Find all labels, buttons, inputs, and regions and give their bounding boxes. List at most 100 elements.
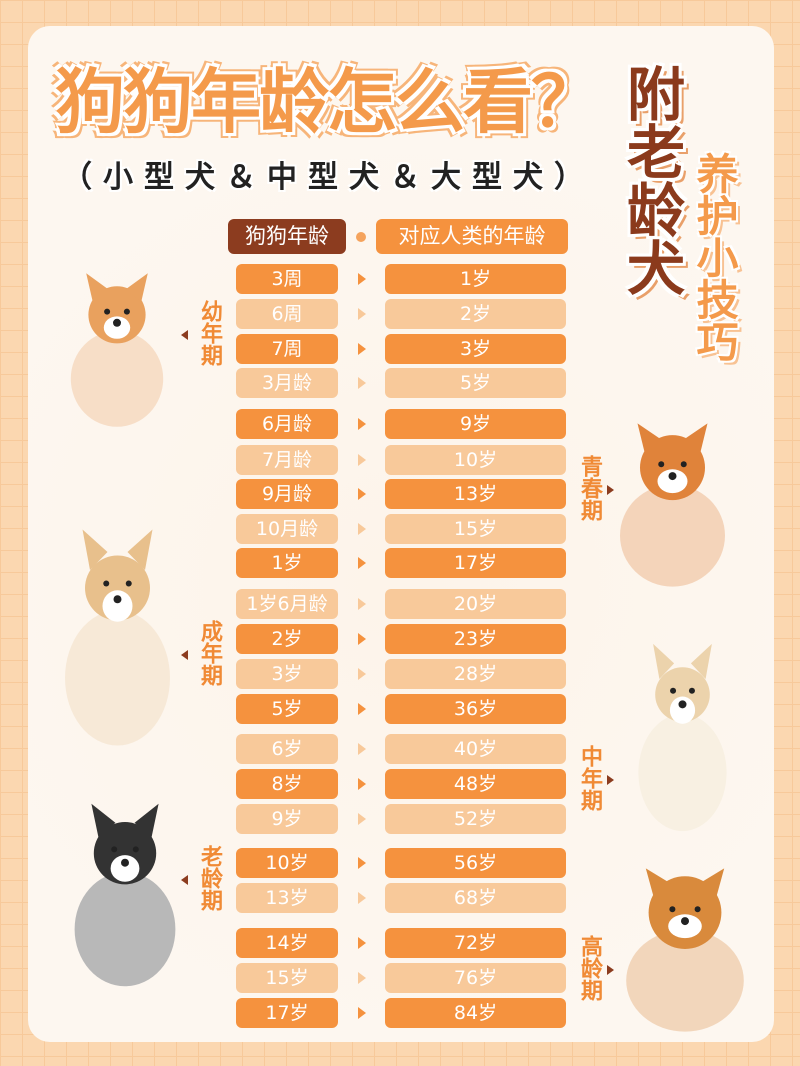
table-row: 3岁 28岁 (236, 659, 566, 689)
dog-age-cell: 9月龄 (236, 479, 338, 509)
stage-label: 幼年期 (197, 300, 222, 366)
arrow-right-icon (358, 377, 366, 389)
header-dog-age: 狗狗年龄 (228, 219, 346, 254)
page-title: 狗狗年龄怎么看？ (55, 61, 601, 143)
stage-label: 青春期 (577, 455, 602, 521)
human-age-cell: 2岁 (385, 299, 566, 329)
arrow-right-icon (358, 703, 366, 715)
stage-label: 中年期 (577, 745, 602, 811)
human-age-cell: 40岁 (385, 734, 566, 764)
human-age-cell: 3岁 (385, 334, 566, 364)
human-age-cell: 76岁 (385, 963, 566, 993)
human-age-cell: 72岁 (385, 928, 566, 958)
dog-age-cell: 17岁 (236, 998, 338, 1028)
dog-age-cell: 7周 (236, 334, 338, 364)
stage-label: 成年期 (197, 620, 222, 686)
arrow-left-icon (181, 330, 188, 340)
side-subtitle: 养护小技巧 (690, 152, 739, 362)
table-row: 6岁 40岁 (236, 734, 566, 764)
arrow-right-icon (358, 308, 366, 320)
dog-age-cell: 1岁 (236, 548, 338, 578)
human-age-cell: 17岁 (385, 548, 566, 578)
human-age-cell: 13岁 (385, 479, 566, 509)
arrow-right-icon (358, 598, 366, 610)
golden-retriever-sitting-dog-image (626, 868, 744, 1032)
arrow-right-icon (358, 743, 366, 755)
arrow-right-icon (358, 857, 366, 869)
human-age-cell: 5岁 (385, 368, 566, 398)
dog-age-cell: 8岁 (236, 769, 338, 799)
table-row: 7月龄 10岁 (236, 445, 566, 475)
table-row: 6周 2岁 (236, 299, 566, 329)
dog-age-cell: 7月龄 (236, 445, 338, 475)
dog-age-cell: 6岁 (236, 734, 338, 764)
arrow-right-icon (358, 668, 366, 680)
arrow-left-icon (181, 650, 188, 660)
side-title: 附老龄犬 (617, 64, 685, 296)
dog-age-cell: 3岁 (236, 659, 338, 689)
arrow-right-icon (358, 523, 366, 535)
corgi-dog-image (620, 423, 725, 587)
arrow-right-icon (607, 485, 614, 495)
table-row: 10岁 56岁 (236, 848, 566, 878)
dog-age-cell: 6月龄 (236, 409, 338, 439)
human-age-cell: 36岁 (385, 694, 566, 724)
human-age-cell: 84岁 (385, 998, 566, 1028)
header-dot (356, 232, 366, 242)
table-row: 8岁 48岁 (236, 769, 566, 799)
border-collie-dog-image (74, 803, 176, 987)
arrow-right-icon (358, 1007, 366, 1019)
human-age-cell: 48岁 (385, 769, 566, 799)
human-age-cell: 20岁 (385, 589, 566, 619)
dog-age-cell: 10岁 (236, 848, 338, 878)
arrow-right-icon (607, 775, 614, 785)
arrow-right-icon (358, 418, 366, 430)
arrow-right-icon (358, 343, 366, 355)
table-row: 9月龄 13岁 (236, 479, 566, 509)
arrow-right-icon (358, 557, 366, 569)
arrow-right-icon (358, 937, 366, 949)
arrow-right-icon (358, 972, 366, 984)
arrow-right-icon (358, 633, 366, 645)
table-row: 14岁 72岁 (236, 928, 566, 958)
arrow-right-icon (358, 454, 366, 466)
dog-age-cell: 3周 (236, 264, 338, 294)
arrow-right-icon (358, 488, 366, 500)
arrow-right-icon (358, 778, 366, 790)
golden-retriever-young-dog-image (65, 529, 170, 746)
table-row: 7周 3岁 (236, 334, 566, 364)
arrow-right-icon (607, 965, 614, 975)
dog-age-cell: 2岁 (236, 624, 338, 654)
human-age-cell: 56岁 (385, 848, 566, 878)
human-age-cell: 10岁 (385, 445, 566, 475)
human-age-cell: 23岁 (385, 624, 566, 654)
human-age-cell: 52岁 (385, 804, 566, 834)
arrow-right-icon (358, 813, 366, 825)
human-age-cell: 1岁 (385, 264, 566, 294)
table-row: 6月龄 9岁 (236, 409, 566, 439)
stage-label: 高龄期 (577, 935, 602, 1001)
table-row: 17岁 84岁 (236, 998, 566, 1028)
table-row: 1岁6月龄 20岁 (236, 589, 566, 619)
table-row: 10月龄 15岁 (236, 514, 566, 544)
dog-age-cell: 15岁 (236, 963, 338, 993)
table-row: 5岁 36岁 (236, 694, 566, 724)
golden-retriever-dog-image (638, 643, 727, 832)
page-subtitle: （小型犬＆中型犬＆大型犬） (62, 160, 595, 195)
table-row: 13岁 68岁 (236, 883, 566, 913)
arrow-right-icon (358, 273, 366, 285)
table-row: 15岁 76岁 (236, 963, 566, 993)
human-age-cell: 28岁 (385, 659, 566, 689)
dog-age-cell: 10月龄 (236, 514, 338, 544)
dog-age-cell: 14岁 (236, 928, 338, 958)
corgi-puppy-dog-image (70, 273, 164, 427)
dog-age-cell: 13岁 (236, 883, 338, 913)
dog-age-cell: 3月龄 (236, 368, 338, 398)
table-row: 9岁 52岁 (236, 804, 566, 834)
dog-age-cell: 5岁 (236, 694, 338, 724)
table-row: 2岁 23岁 (236, 624, 566, 654)
stage-label: 老龄期 (197, 845, 222, 911)
table-row: 1岁 17岁 (236, 548, 566, 578)
dog-age-cell: 9岁 (236, 804, 338, 834)
human-age-cell: 68岁 (385, 883, 566, 913)
